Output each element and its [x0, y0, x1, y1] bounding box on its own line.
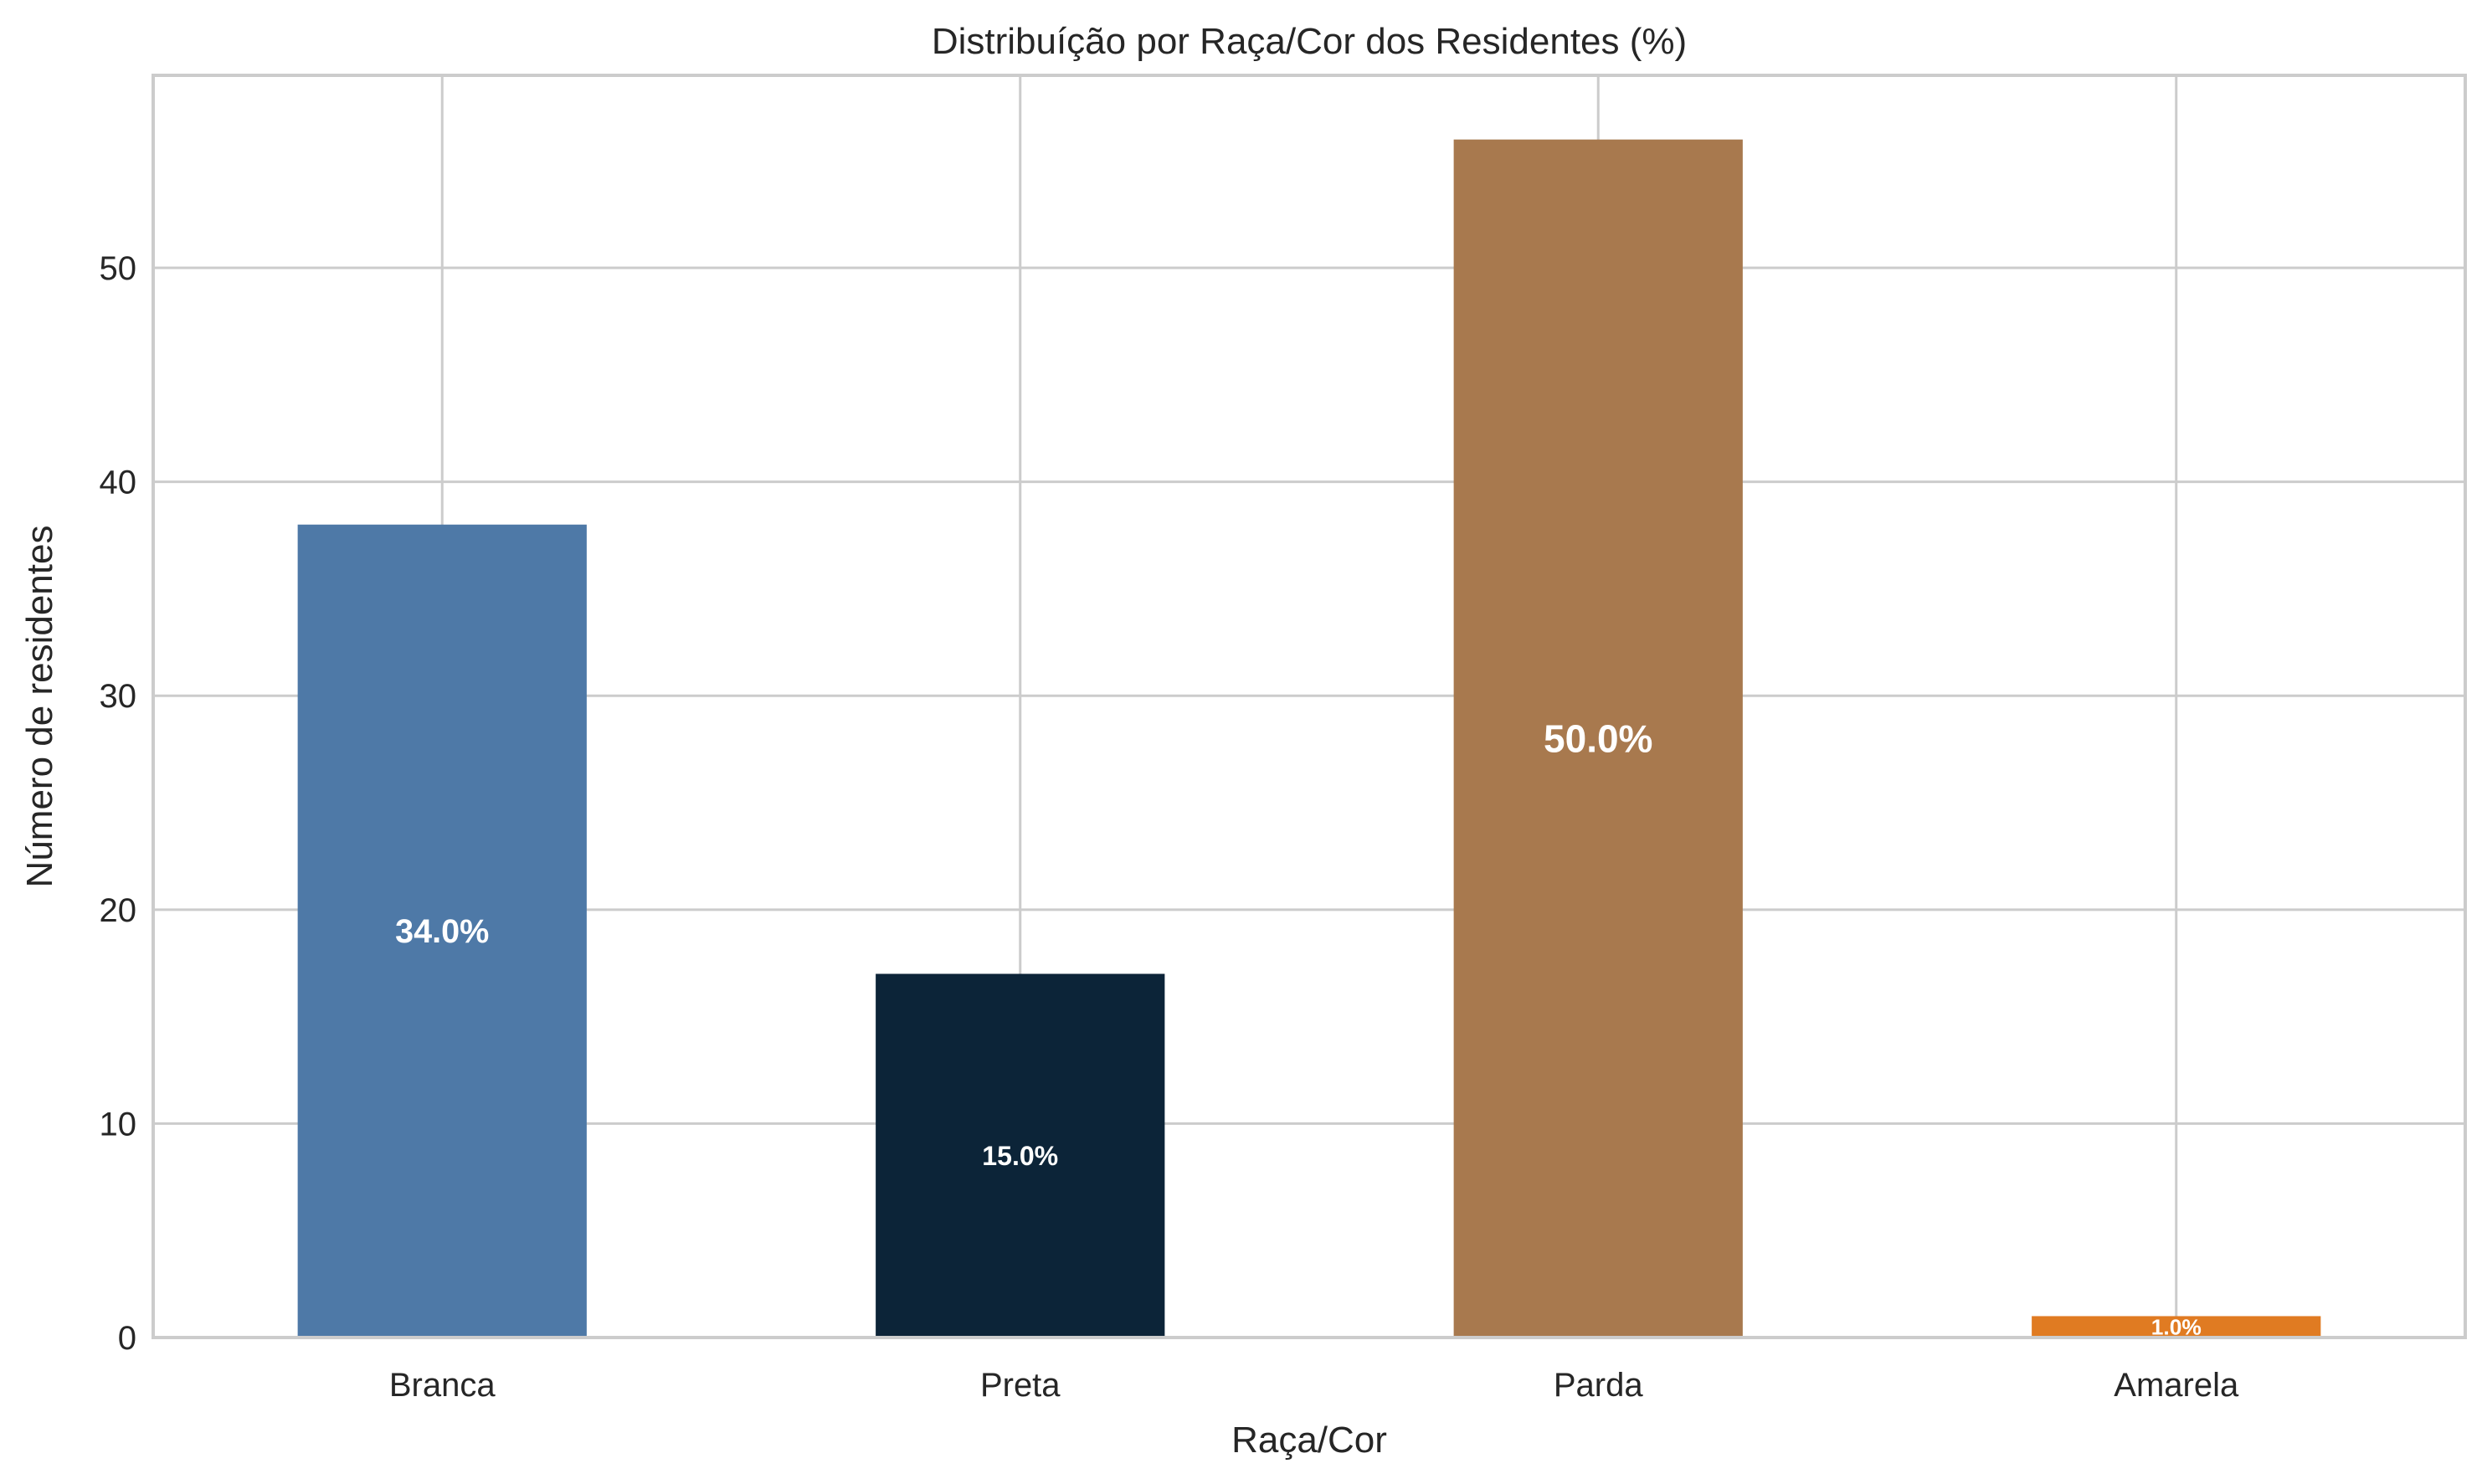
- y-tick-label: 0: [118, 1320, 136, 1357]
- y-tick-label: 10: [100, 1106, 137, 1143]
- y-tick-label: 30: [100, 678, 137, 715]
- bar-percent-label: 1.0%: [2151, 1314, 2202, 1339]
- y-axis-label: Número de residentes: [19, 526, 60, 888]
- x-tick-label: Branca: [389, 1367, 496, 1404]
- x-tick-label: Amarela: [2114, 1367, 2239, 1404]
- chart-title: Distribuíção por Raça/Cor dos Residentes…: [932, 21, 1687, 62]
- bar-branca: [297, 524, 587, 1338]
- bar-parda: [1453, 139, 1743, 1338]
- bars: [297, 139, 2321, 1338]
- bar-percent-label: 34.0%: [395, 913, 489, 950]
- bar-percent-label: 15.0%: [982, 1141, 1058, 1171]
- bar-amarela: [2032, 1316, 2321, 1338]
- bar-preta: [876, 973, 1165, 1338]
- bar-percent-label: 50.0%: [1544, 716, 1652, 760]
- plot-frame: [152, 74, 2467, 1339]
- tick-labels: 0 10 20 30 40 50 Branca Preta Parda Amarela: [100, 250, 2239, 1404]
- bar-value-labels: 34.0% 15.0% 50.0% 1.0%: [395, 716, 2202, 1339]
- x-axis-label: Raça/Cor: [1231, 1420, 1387, 1461]
- x-tick-label: Preta: [980, 1367, 1061, 1404]
- y-tick-label: 50: [100, 250, 137, 287]
- x-tick-label: Parda: [1554, 1367, 1643, 1404]
- y-tick-label: 20: [100, 892, 137, 929]
- y-tick-label: 40: [100, 465, 137, 501]
